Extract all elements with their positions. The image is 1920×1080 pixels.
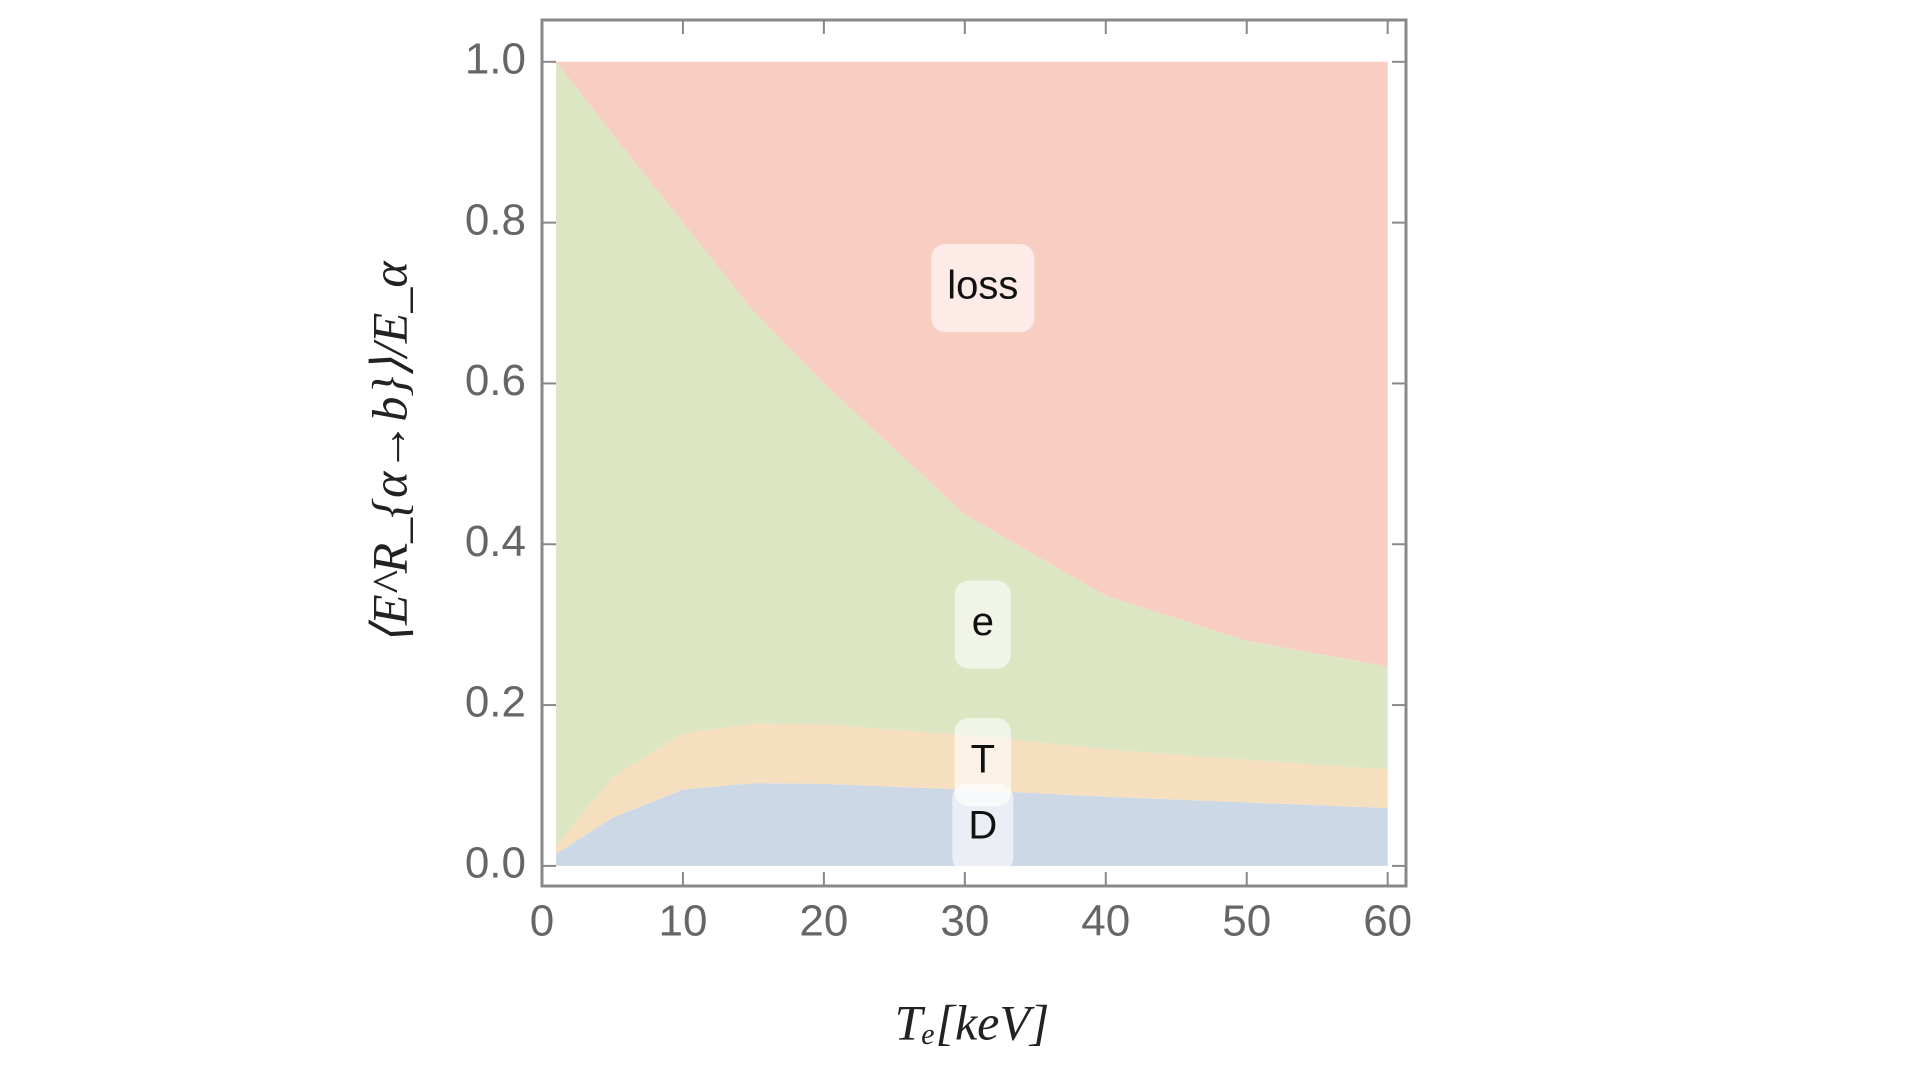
x-tick-label: 20 [799,897,848,946]
y-tick-label: 0.4 [465,517,526,566]
segment-label-group: loss [931,244,1035,333]
x-tick-label: 50 [1222,897,1271,946]
segment-label-group: T [954,718,1012,807]
segment-label: D [968,803,997,847]
x-tick-label: 10 [658,897,707,946]
segment-label: e [972,600,994,644]
x-tick-label: 0 [530,897,554,946]
x-axis-label: Tₑ[keV] [895,994,1050,1050]
label-box [931,244,1035,333]
plot-frame [540,18,1408,888]
label-box [954,718,1012,807]
y-axis-label: ⟨E^R_{α→b}⟩/E_α [361,260,417,645]
segment-label: T [971,738,995,782]
y-tick-label: 0.0 [465,839,526,888]
y-tick-label: 0.2 [465,678,526,727]
y-tick-label: 1.0 [465,34,526,83]
x-tick-label: 40 [1081,897,1130,946]
label-box [954,580,1011,669]
x-tick-label: 60 [1363,897,1412,946]
segment-label: loss [947,264,1018,308]
y-tick-label: 0.8 [465,195,526,244]
x-tick-label: 30 [940,897,989,946]
y-tick-label: 0.6 [465,356,526,405]
area [556,61,1388,667]
area [556,61,1388,846]
segment-label-group: e [954,580,1011,669]
